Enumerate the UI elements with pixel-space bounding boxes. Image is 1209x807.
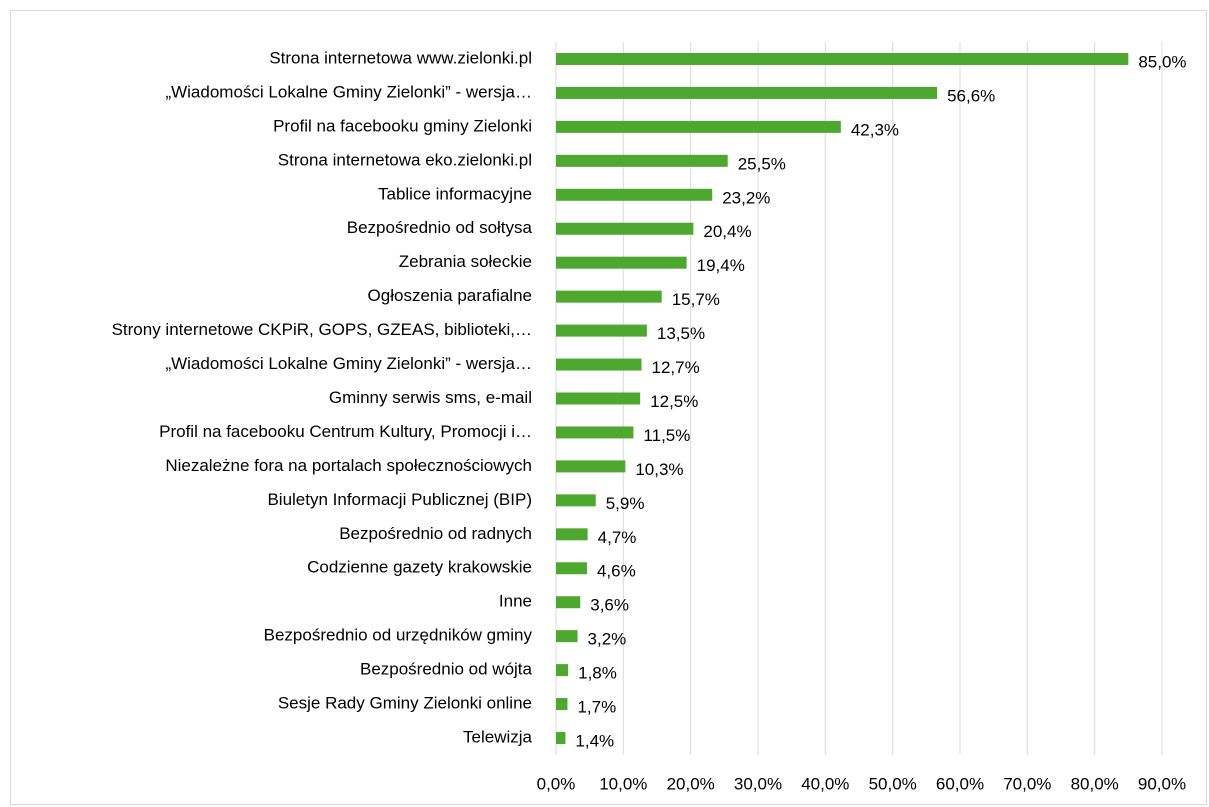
y-tick-label: Inne (499, 592, 532, 611)
bar (556, 528, 588, 541)
bar (556, 290, 662, 303)
y-tick-label: Strona internetowa eko.zielonki.pl (278, 150, 532, 169)
bar (556, 664, 569, 677)
value-label: 15,7% (672, 290, 720, 309)
value-label: 5,9% (606, 494, 645, 513)
y-tick-label: Zebrania sołeckie (399, 252, 532, 271)
bar (556, 222, 694, 235)
value-label: 11,5% (643, 426, 690, 445)
value-label: 10,3% (635, 460, 683, 479)
bar (556, 392, 641, 405)
bar (556, 426, 634, 439)
y-tick-label: Bezpośrednio od radnych (339, 524, 532, 543)
y-tick-label: Ogłoszenia parafialne (368, 286, 532, 305)
bar (556, 460, 626, 473)
bar (556, 52, 1129, 65)
value-label: 19,4% (697, 256, 745, 275)
bar (556, 698, 568, 711)
x-tick-label: 90,0% (1138, 774, 1186, 793)
x-tick-label: 0,0% (537, 774, 576, 793)
bar (556, 494, 596, 507)
y-tick-label: Biuletyn Informacji Publicznej (BIP) (267, 490, 532, 509)
y-tick-label: Telewizja (463, 728, 533, 747)
x-tick-label: 40,0% (801, 774, 849, 793)
bar (556, 188, 713, 201)
y-tick-label: Strony internetowe CKPiR, GOPS, GZEAS, b… (112, 320, 532, 339)
value-label: 85,0% (1138, 52, 1186, 71)
x-tick-label: 80,0% (1071, 774, 1119, 793)
bar (556, 86, 938, 99)
y-tick-label: Gminny serwis sms, e-mail (329, 388, 532, 407)
value-label: 42,3% (851, 120, 899, 139)
y-tick-label: Tablice informacyjne (378, 184, 532, 203)
bar (556, 324, 647, 337)
bar (556, 630, 578, 643)
bar (556, 596, 581, 609)
x-tick-label: 70,0% (1003, 774, 1051, 793)
x-tick-label: 10,0% (599, 774, 647, 793)
x-tick-label: 60,0% (936, 774, 984, 793)
value-label: 20,4% (703, 222, 751, 241)
value-label: 25,5% (738, 154, 786, 173)
bar (556, 562, 587, 575)
chart-frame (10, 10, 1207, 805)
value-label: 4,7% (598, 528, 637, 547)
value-label: 12,5% (650, 392, 698, 411)
value-label: 3,6% (590, 596, 629, 615)
value-label: 4,6% (597, 562, 636, 581)
x-tick-label: 50,0% (869, 774, 917, 793)
y-tick-label: Profil na facebooku Centrum Kultury, Pro… (159, 422, 532, 441)
bar (556, 256, 687, 269)
value-label: 3,2% (588, 630, 627, 649)
value-label: 1,4% (575, 732, 614, 751)
value-label: 56,6% (947, 86, 995, 105)
bar (556, 732, 566, 745)
y-tick-label: „Wiadomości Lokalne Gminy Zielonki” - we… (165, 354, 532, 373)
y-tick-label: Bezpośrednio od wójta (360, 660, 533, 679)
x-tick-label: 20,0% (667, 774, 715, 793)
value-label: 23,2% (722, 188, 770, 207)
y-tick-label: Sesje Rady Gminy Zielonki online (278, 694, 532, 713)
y-tick-label: Codzienne gazety krakowskie (307, 558, 532, 577)
y-tick-label: Niezależne fora na portalach społecznośc… (165, 456, 532, 475)
x-tick-label: 30,0% (734, 774, 782, 793)
y-tick-label: Bezpośrednio od urzędników gminy (264, 626, 533, 645)
y-tick-label: Profil na facebooku gminy Zielonki (273, 116, 532, 135)
bar (556, 154, 728, 167)
value-label: 13,5% (657, 324, 705, 343)
y-tick-label: Bezpośrednio od sołtysa (347, 218, 533, 237)
value-label: 1,8% (578, 664, 617, 683)
y-tick-label: Strona internetowa www.zielonki.pl (269, 48, 532, 67)
bar (556, 358, 642, 371)
bar (556, 120, 841, 133)
y-tick-label: „Wiadomości Lokalne Gminy Zielonki” - we… (165, 82, 532, 101)
value-label: 12,7% (652, 358, 700, 377)
value-label: 1,7% (577, 698, 616, 717)
